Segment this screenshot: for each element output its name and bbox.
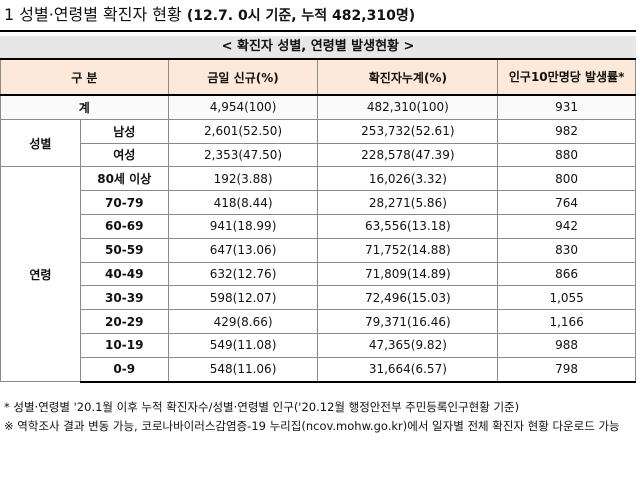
row-label: 10-19 xyxy=(79,332,169,358)
new-cases-cell: 632(12.76) xyxy=(167,261,319,287)
table-body: 계 4,954(100) 482,310(100) 931 성별 남성 2,601(… xyxy=(0,94,636,383)
row-label: 0-9 xyxy=(79,356,169,383)
footnotes: * 성별·연령별 '20.1월 이후 누적 확진자수/성별·연령별 인구('20… xyxy=(4,398,634,436)
table-row: 성별 남성 2,601(52.50) 253,732(52.61) 982 xyxy=(0,118,636,168)
new-cases-cell: 429(8.66) xyxy=(167,309,319,334)
new-cases-cell: 598(12.07) xyxy=(167,285,319,311)
cumulative-cell: 72,496(15.03) xyxy=(317,285,499,311)
table-row-total: 계 4,954(100) 482,310(100) 931 xyxy=(0,94,636,120)
new-cases-cell: 647(13.06) xyxy=(167,237,319,263)
sex-group-label: 성별 xyxy=(0,118,81,168)
column-header-category: 구 분 xyxy=(0,58,169,96)
cases-table: 구 분 금일 신규(%) 확진자누계(%) 인구10만명당 발생률* 계 4,9… xyxy=(0,58,636,383)
cumulative-cell: 253,732(52.61) xyxy=(317,118,499,144)
table-row: 40-49 632(12.76) 71,809(14.89) 866 xyxy=(1,261,636,287)
section-title: 성별·연령별 확진자 현황 xyxy=(19,5,182,24)
row-label: 20-29 xyxy=(79,309,169,334)
table-row: 10-19 549(11.08) 47,365(9.82) 988 xyxy=(1,332,636,358)
column-header-cumulative: 확진자누계(%) xyxy=(317,58,499,96)
cumulative-cell: 228,578(47.39) xyxy=(317,142,499,168)
rate-cell: 866 xyxy=(497,261,636,287)
table-row: 20-29 429(8.66) 79,371(16.46) 1,166 xyxy=(1,309,636,334)
new-cases-cell: 418(8.44) xyxy=(167,190,319,215)
section-number: 1 xyxy=(4,5,15,24)
row-label: 80세 이상 xyxy=(79,166,169,192)
cumulative-cell: 63,556(13.18) xyxy=(317,213,499,239)
table-row: 70-79 418(8.44) 28,271(5.86) 764 xyxy=(1,190,636,215)
cumulative-cell: 31,664(6.57) xyxy=(317,356,499,383)
row-label-total: 계 xyxy=(0,94,169,120)
rate-cell: 1,166 xyxy=(497,309,636,334)
age-group-label: 연령 xyxy=(0,166,81,383)
cumulative-cell: 28,271(5.86) xyxy=(317,190,499,215)
rate-cell: 988 xyxy=(497,332,636,358)
table-row: 30-39 598(12.07) 72,496(15.03) 1,055 xyxy=(1,285,636,311)
cumulative-cell: 71,752(14.88) xyxy=(317,237,499,263)
new-cases-cell: 941(18.99) xyxy=(167,213,319,239)
row-label: 남성 xyxy=(79,118,169,144)
rate-cell: 982 xyxy=(497,118,636,144)
row-label: 30-39 xyxy=(79,285,169,311)
new-cases-cell: 192(3.88) xyxy=(167,166,319,192)
rate-cell: 942 xyxy=(497,213,636,239)
rate-cell: 880 xyxy=(497,142,636,168)
new-cases-cell: 2,353(47.50) xyxy=(167,142,319,168)
cumulative-cell: 16,026(3.32) xyxy=(317,166,499,192)
table-title: < 확진자 성별, 연령별 발생현황 > xyxy=(0,36,636,58)
column-header-new-cases: 금일 신규(%) xyxy=(167,58,319,96)
cumulative-cell: 47,365(9.82) xyxy=(317,332,499,358)
row-label: 70-79 xyxy=(79,190,169,215)
cumulative-cell: 79,371(16.46) xyxy=(317,309,499,334)
table-row: 60-69 941(18.99) 63,556(13.18) 942 xyxy=(1,213,636,239)
table-row: 연령 80세 이상 192(3.88) 16,026(3.32) 800 xyxy=(0,166,636,383)
total-cumulative: 482,310(100) xyxy=(317,94,499,120)
table-row: 0-9 548(11.06) 31,664(6.57) 798 xyxy=(1,356,636,383)
section-subtitle: (12.7. 0시 기준, 누적 482,310명) xyxy=(186,8,416,24)
heading-divider xyxy=(0,30,636,32)
cumulative-cell: 71,809(14.89) xyxy=(317,261,499,287)
footnote-download-info: ※ 역학조사 결과 변동 가능, 코로나바이러스감염증-19 누리집(ncov.… xyxy=(4,419,620,433)
column-header-rate: 인구10만명당 발생률* xyxy=(497,58,636,96)
new-cases-cell: 2,601(52.50) xyxy=(167,118,319,144)
table-row: 여성 2,353(47.50) 228,578(47.39) 880 xyxy=(1,142,636,168)
table-header-row: 구 분 금일 신규(%) 확진자누계(%) 인구10만명당 발생률* xyxy=(0,58,636,96)
row-label: 여성 xyxy=(79,142,169,168)
row-label: 40-49 xyxy=(79,261,169,287)
rate-cell: 798 xyxy=(497,356,636,383)
rate-cell: 800 xyxy=(497,166,636,192)
rate-cell: 1,055 xyxy=(497,285,636,311)
row-label: 50-59 xyxy=(79,237,169,263)
footnote-rate-definition: * 성별·연령별 '20.1월 이후 누적 확진자수/성별·연령별 인구('20… xyxy=(4,400,520,414)
rate-cell: 830 xyxy=(497,237,636,263)
table-row: 50-59 647(13.06) 71,752(14.88) 830 xyxy=(1,237,636,263)
new-cases-cell: 549(11.08) xyxy=(167,332,319,358)
row-label: 60-69 xyxy=(79,213,169,239)
rate-cell: 764 xyxy=(497,190,636,215)
total-rate: 931 xyxy=(497,94,636,120)
total-new-cases: 4,954(100) xyxy=(167,94,319,120)
new-cases-cell: 548(11.06) xyxy=(167,356,319,383)
section-heading: 1 성별·연령별 확진자 현황 (12.7. 0시 기준, 누적 482,310… xyxy=(4,4,415,27)
